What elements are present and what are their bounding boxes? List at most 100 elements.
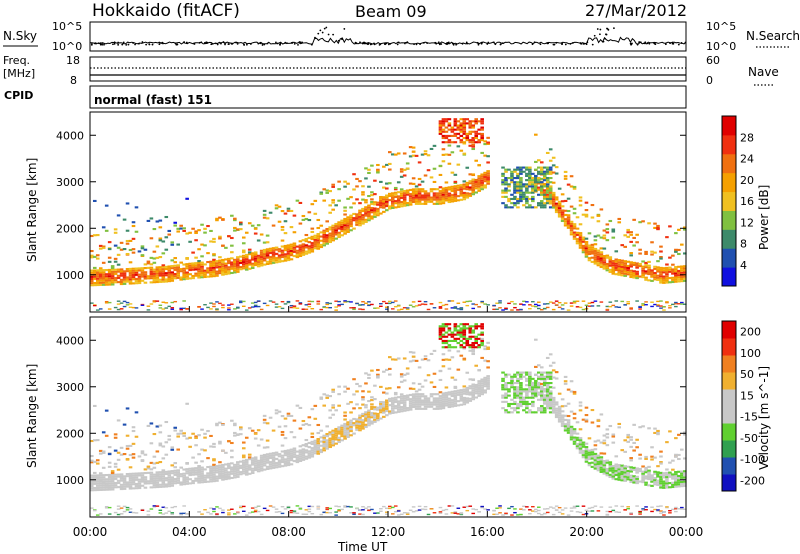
velocity-cell	[587, 453, 592, 456]
velocity-cell	[393, 393, 398, 396]
power-cell	[98, 308, 103, 310]
power-cell	[596, 251, 601, 254]
nsearch-point	[397, 41, 400, 44]
power-cell	[623, 270, 627, 273]
power-cell	[528, 179, 532, 182]
power-cell	[143, 263, 148, 266]
velocity-cell	[209, 467, 213, 470]
power-cell	[385, 302, 389, 305]
power-cell	[656, 278, 660, 281]
power-cell	[447, 139, 452, 142]
velocity-cell	[504, 394, 508, 397]
power-cell	[423, 152, 428, 156]
power-cell	[233, 219, 237, 222]
power-cell	[480, 120, 484, 123]
power-cell	[653, 226, 657, 229]
velocity-cell	[182, 478, 186, 482]
power-cell	[531, 189, 535, 192]
velocity-cell	[200, 474, 204, 478]
nsky-ytick-top: 10^5	[52, 20, 82, 33]
velocity-cell	[408, 509, 413, 511]
velocity-cell	[140, 478, 145, 481]
power-cell	[268, 256, 273, 259]
power-cell	[584, 255, 589, 258]
power-cell	[441, 120, 446, 123]
radar-title: Hokkaido (fitACF)	[92, 1, 240, 21]
velocity-cell	[167, 480, 172, 484]
power-cell	[531, 200, 535, 203]
power-cell	[379, 202, 383, 205]
velocity-cell	[155, 450, 160, 453]
velocity-cell	[268, 465, 273, 468]
velocity-cell	[119, 446, 124, 449]
power-cell	[456, 126, 461, 129]
velocity-cell	[525, 407, 529, 410]
velocity-cell	[641, 476, 645, 479]
power-cell	[262, 259, 267, 262]
power-cell	[677, 272, 681, 275]
power-cell	[137, 275, 142, 278]
power-cell	[644, 266, 648, 269]
power-cell	[528, 304, 532, 306]
nsearch-point	[259, 41, 262, 44]
power-cell	[593, 243, 598, 246]
power-cell	[119, 302, 124, 304]
velocity-cell	[367, 424, 371, 427]
power-cell	[462, 193, 467, 197]
velocity-cell	[545, 356, 550, 360]
velocity-cell	[417, 366, 422, 369]
power-cell	[545, 303, 550, 305]
velocity-cell	[233, 434, 237, 437]
nsearch-point	[561, 43, 563, 46]
velocity-cell	[340, 432, 344, 436]
freq-ytick-right-top: 60	[706, 54, 720, 67]
velocity-cell	[385, 392, 389, 395]
power-cell	[230, 271, 234, 275]
power-cell	[215, 264, 219, 267]
velocity-cell	[340, 426, 344, 429]
power-cell	[557, 207, 562, 210]
velocity-cell	[92, 476, 97, 479]
power-cell	[152, 301, 157, 303]
velocity-cell	[456, 342, 461, 345]
velocity-cell	[244, 461, 249, 464]
velocity-cell	[569, 425, 574, 428]
power-cell	[385, 200, 389, 203]
power-cell	[203, 271, 207, 274]
velocity-cell	[128, 485, 133, 488]
velocity-cell	[191, 473, 195, 476]
velocity-cell	[343, 437, 347, 440]
velocity-cell	[328, 441, 332, 444]
power-cell	[525, 174, 529, 177]
velocity-cell	[107, 506, 112, 509]
velocity-cell	[522, 505, 526, 508]
velocity-cell	[110, 482, 115, 485]
power-cell	[602, 255, 607, 258]
power-cell	[623, 264, 627, 267]
velocity-cell	[477, 346, 481, 349]
velocity-cell	[542, 508, 547, 510]
velocity-cell	[313, 404, 318, 407]
power-cell	[304, 250, 309, 253]
power-cell	[411, 196, 416, 199]
velocity-cell	[548, 407, 553, 410]
power-cell	[635, 270, 639, 273]
power-cell	[420, 153, 425, 156]
power-cell	[614, 273, 619, 276]
power-cell	[396, 152, 401, 155]
velocity-cell	[534, 365, 538, 368]
velocity-cell	[510, 398, 514, 401]
velocity-cell	[614, 478, 619, 481]
power-cell	[250, 264, 255, 267]
velocity-cell	[328, 507, 332, 510]
velocity-cell	[322, 438, 327, 441]
velocity-cell	[307, 508, 312, 510]
velocity-cell	[271, 506, 276, 508]
power-cell	[343, 213, 347, 216]
power-cell	[364, 201, 368, 204]
power-cell	[241, 300, 246, 303]
power-cell	[507, 168, 511, 171]
power-cell	[426, 196, 431, 199]
power-cell	[522, 166, 526, 169]
power-cell	[113, 270, 118, 273]
